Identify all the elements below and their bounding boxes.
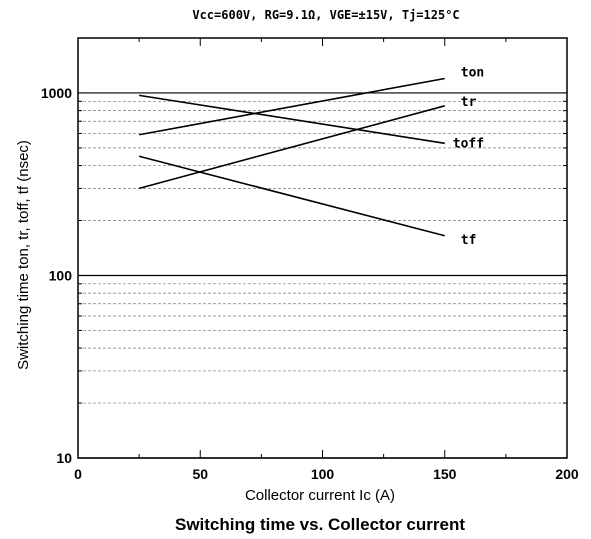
x-tick-label: 200 — [555, 466, 579, 482]
series-line-tr — [138, 105, 445, 190]
series-line-tf — [138, 155, 445, 237]
y-tick-label: 10 — [56, 450, 72, 466]
series-layer: ton tr toff tf — [138, 65, 484, 248]
series-label-tf: tf — [461, 233, 477, 248]
x-tick-label: 150 — [433, 466, 457, 482]
series-line-toff — [139, 94, 445, 145]
chart-title: Switching time vs. Collector current — [175, 515, 465, 534]
tick-layer: 10 100 1000 0 50 100 150 200 — [41, 37, 579, 482]
x-tick-label: 0 — [74, 466, 82, 482]
x-tick-label: 50 — [192, 466, 208, 482]
series-label-ton: ton — [461, 65, 484, 80]
y-tick-label: 100 — [49, 267, 73, 283]
series-label-toff: toff — [453, 136, 484, 151]
test-conditions: Vcc=600V, RG=9.1Ω, VGE=±15V, Tj=125°C — [192, 8, 459, 22]
x-tick-label: 100 — [311, 466, 335, 482]
series-label-tr: tr — [461, 95, 477, 110]
y-axis-title: Switching time ton, tr, toff, tf (nsec) — [15, 140, 32, 370]
series-line-ton — [138, 77, 445, 136]
y-tick-label: 1000 — [41, 85, 72, 101]
x-axis-title: Collector current Ic (A) — [245, 487, 395, 504]
